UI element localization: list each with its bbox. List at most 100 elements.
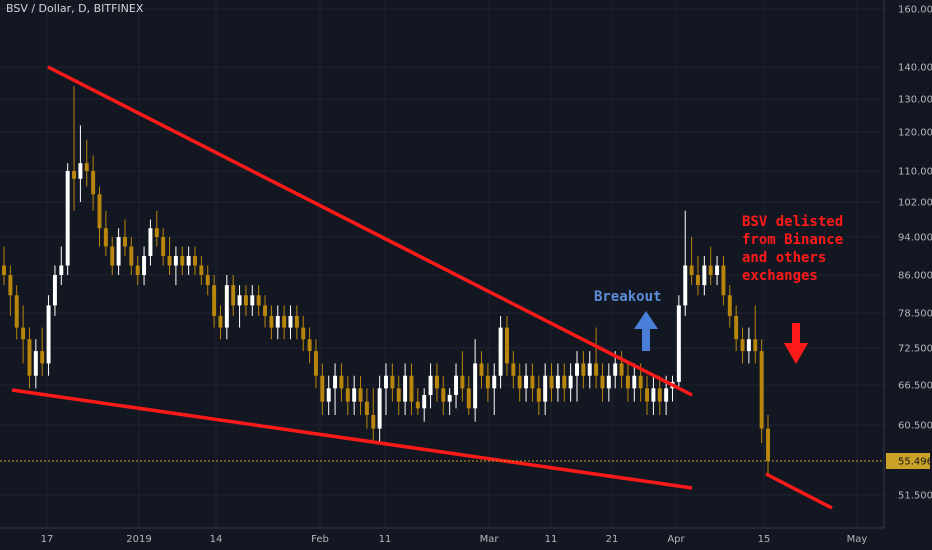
candle-body	[33, 351, 38, 376]
candle-body	[294, 315, 299, 328]
candle-body	[575, 363, 579, 376]
candle	[632, 363, 637, 402]
candle-body	[231, 285, 236, 306]
candle	[708, 246, 713, 286]
candle-body	[110, 246, 115, 266]
candle	[282, 305, 287, 340]
candle	[301, 315, 306, 352]
candle	[715, 256, 720, 286]
candle-body	[59, 265, 64, 275]
candle-body	[250, 295, 255, 306]
candle	[555, 363, 560, 402]
candle-body	[224, 285, 229, 328]
x-tick-label: Apr	[667, 534, 685, 545]
candle-body	[377, 388, 382, 429]
candle	[180, 246, 185, 275]
candle	[594, 327, 599, 389]
candle	[333, 363, 338, 415]
candle-body	[619, 363, 624, 376]
candle-body	[664, 388, 669, 402]
candle	[441, 375, 446, 415]
candle-body	[103, 228, 108, 247]
y-tick-label: 110.000	[898, 167, 932, 178]
candle	[409, 363, 414, 415]
candle-body	[371, 415, 376, 429]
candle-body	[396, 388, 401, 402]
candle-body	[651, 388, 656, 402]
candle	[492, 363, 497, 415]
candle-body	[320, 375, 325, 402]
y-tick-label: 102.000	[898, 198, 932, 209]
candle	[683, 210, 688, 316]
candle	[326, 375, 331, 415]
breakout-arrow-icon	[634, 311, 658, 351]
candle-body	[415, 401, 420, 409]
candle	[193, 246, 197, 275]
price-badge	[886, 453, 930, 469]
candle-body	[409, 375, 414, 402]
candle	[695, 256, 700, 296]
candle-body	[135, 265, 140, 275]
candle	[746, 327, 751, 364]
candle	[59, 246, 64, 286]
candle-body	[555, 375, 560, 389]
candle-body	[364, 401, 369, 415]
candle	[454, 363, 459, 409]
candle	[263, 295, 268, 328]
candle-body	[275, 315, 280, 328]
candle-body	[173, 256, 178, 266]
candle-body	[14, 295, 19, 328]
candle	[40, 327, 45, 376]
candle	[72, 86, 77, 211]
x-tick-label: Feb	[311, 534, 329, 545]
candle-body	[594, 363, 599, 376]
candle	[587, 351, 592, 389]
candle	[600, 363, 605, 402]
candle	[645, 375, 650, 415]
upper-trendline	[47, 65, 693, 397]
price-axis[interactable]: 160.000 140.000 130.000 120.000 110.000 102.0…	[886, 5, 932, 502]
candle-body	[282, 315, 287, 328]
candle-body	[199, 265, 204, 275]
trendlines	[11, 65, 833, 510]
candle-body	[390, 375, 395, 389]
candle	[339, 363, 344, 402]
candle-body	[485, 375, 490, 389]
candle	[434, 363, 439, 402]
candle-body	[753, 339, 758, 352]
candle	[173, 246, 178, 286]
candle-body	[84, 163, 89, 171]
candle-body	[91, 171, 96, 195]
candle-body	[205, 275, 210, 286]
candle-body	[122, 237, 127, 247]
candle-body	[734, 315, 739, 340]
candle	[78, 125, 83, 202]
y-tick-label: 86.000	[898, 271, 932, 282]
candle-body	[428, 375, 433, 395]
candle	[320, 363, 325, 415]
y-tick-label: 55.496	[898, 457, 932, 468]
x-tick-label: Mar	[480, 534, 500, 545]
candle-body	[180, 256, 185, 266]
candle-body	[530, 375, 535, 389]
candle-body	[161, 237, 166, 256]
candle	[116, 228, 121, 275]
candle	[473, 339, 478, 422]
delisting-line: from Binance	[742, 232, 844, 248]
delisting-annotation: BSV delisted from Binance and others exc…	[742, 213, 843, 285]
time-axis[interactable]: 17 2019 14 Feb 11 Mar 11 21 Apr 15 May	[41, 534, 868, 545]
candle-body	[218, 315, 223, 328]
candle-body	[97, 194, 102, 229]
symbol-title: BSV / Dollar, D, BITFINEX	[6, 2, 144, 15]
y-tick-label: 120.000	[898, 128, 932, 139]
candle-body	[689, 265, 694, 275]
candle	[33, 339, 38, 389]
candle	[186, 246, 191, 275]
candle	[460, 351, 465, 402]
candle-body	[676, 305, 681, 382]
candle	[517, 363, 522, 402]
candle-body	[447, 395, 452, 402]
candle-body	[600, 375, 605, 389]
candle	[670, 375, 675, 402]
candle	[269, 305, 274, 340]
